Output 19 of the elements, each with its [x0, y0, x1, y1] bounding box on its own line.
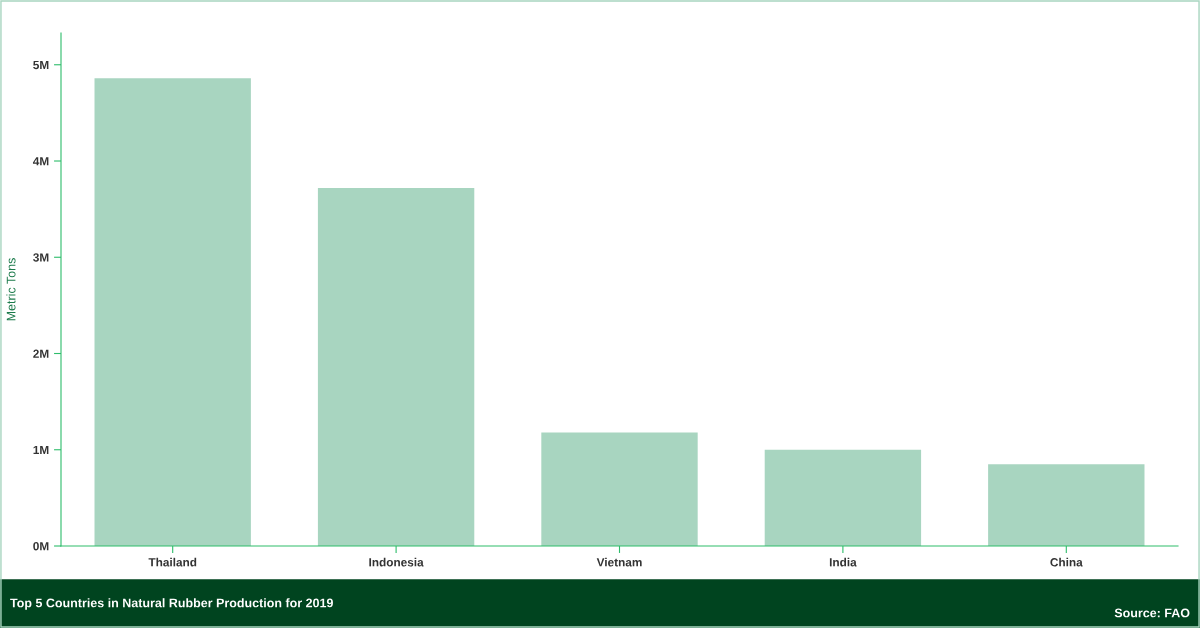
y-tick-label: 2M: [33, 349, 49, 358]
text: Top 5 Countries in Natural Rubber Production for 2019: [10, 598, 333, 610]
y-tick-label: 0M: [33, 542, 49, 551]
y-tick-label: 3M: [33, 253, 49, 262]
y-tick-label: 4M: [32, 157, 49, 166]
bar: [988, 464, 1145, 546]
bar: [764, 449, 922, 546]
bar: [317, 187, 475, 546]
bar: [541, 432, 698, 546]
x-tick-label: Thailand: [148, 557, 197, 567]
x-tick-label: China: [1050, 557, 1083, 567]
y-axis-title: Metric Tons: [6, 258, 16, 321]
x-tick-label: Vietnam: [596, 557, 642, 567]
x-tick-label: India: [829, 557, 857, 567]
source-note: Source: FAO: [1114, 608, 1190, 618]
x-tick-label: Indonesia: [369, 557, 424, 567]
y-tick-label: 1M: [33, 445, 49, 455]
y-tick-label: 5M: [33, 60, 49, 70]
bar: [94, 78, 251, 546]
